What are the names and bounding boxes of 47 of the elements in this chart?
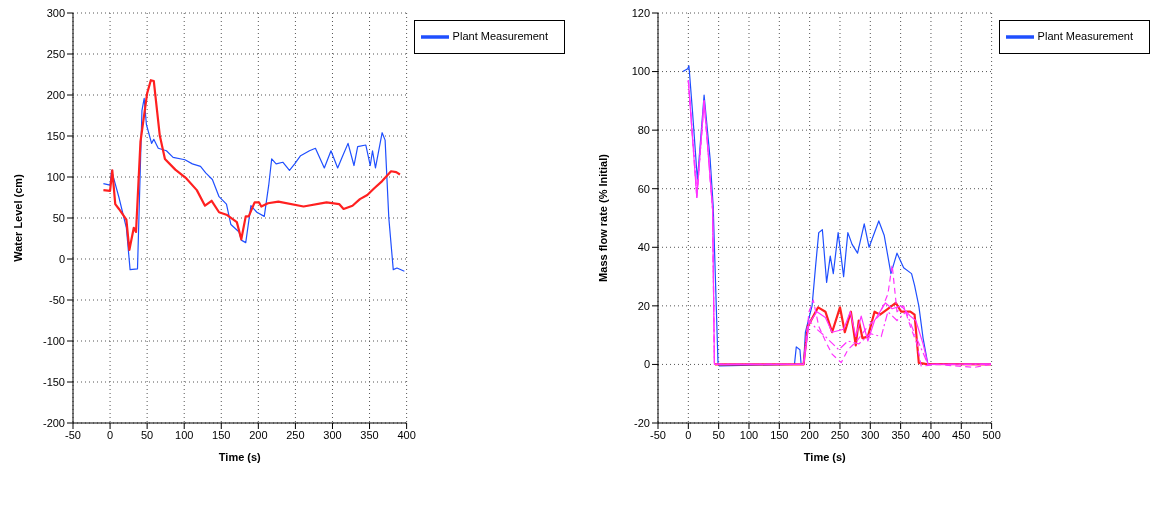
y-tick-label: 100 bbox=[46, 170, 65, 183]
y-tick-label: -50 bbox=[49, 293, 65, 306]
y-tick-label: -100 bbox=[42, 334, 65, 347]
y-tick-label: -20 bbox=[634, 416, 650, 429]
x-tick-label: 200 bbox=[249, 428, 268, 441]
y-tick-label: 250 bbox=[46, 47, 65, 60]
y-tick-label: 40 bbox=[637, 241, 650, 254]
y-tick-label: 200 bbox=[46, 88, 65, 101]
y-tick-label: 60 bbox=[637, 182, 650, 195]
x-tick-label: 350 bbox=[360, 428, 379, 441]
y-tick-label: 0 bbox=[58, 252, 65, 265]
x-tick-label: 50 bbox=[141, 428, 154, 441]
y-tick-label: -150 bbox=[42, 375, 65, 388]
x-axis-title: Time (s) bbox=[803, 451, 847, 463]
x-tick-label: 500 bbox=[982, 428, 1001, 441]
y-tick-label: 300 bbox=[46, 6, 65, 19]
x-tick-label: 50 bbox=[712, 428, 725, 441]
y-tick-label: 100 bbox=[631, 65, 650, 78]
x-tick-label: 100 bbox=[739, 428, 759, 441]
y-tick-label: -200 bbox=[42, 416, 65, 429]
x-tick-label: 0 bbox=[107, 428, 114, 441]
x-tick-label: 100 bbox=[175, 428, 194, 441]
y-axis-title: Mass flow rate (% Initial) bbox=[596, 153, 609, 282]
x-tick-label: 450 bbox=[952, 428, 971, 441]
x-tick-label: 150 bbox=[212, 428, 231, 441]
x-tick-label: 400 bbox=[397, 428, 416, 441]
legend-label: Plant Measurement bbox=[452, 29, 548, 42]
y-tick-label: 20 bbox=[637, 299, 650, 312]
x-tick-label: 300 bbox=[861, 428, 880, 441]
y-tick-label: 0 bbox=[643, 358, 650, 371]
x-tick-label: 250 bbox=[830, 428, 850, 441]
x-tick-label: 250 bbox=[286, 428, 305, 441]
x-tick-label: 200 bbox=[800, 428, 819, 441]
x-tick-label: 300 bbox=[323, 428, 342, 441]
x-tick-label: 0 bbox=[685, 428, 692, 441]
x-axis-title: Time (s) bbox=[218, 451, 262, 463]
x-tick-label: -50 bbox=[650, 428, 666, 441]
x-tick-label: 350 bbox=[891, 428, 910, 441]
x-tick-label: -50 bbox=[65, 428, 81, 441]
y-tick-label: 150 bbox=[46, 129, 65, 142]
x-tick-label: 400 bbox=[921, 428, 941, 441]
y-tick-label: 80 bbox=[637, 124, 650, 137]
y-axis-title: Water Level (cm) bbox=[11, 173, 24, 262]
y-tick-label: 50 bbox=[52, 211, 65, 224]
y-tick-label: 120 bbox=[631, 6, 650, 19]
legend-label: Plant Measurement bbox=[1037, 29, 1133, 42]
x-tick-label: 150 bbox=[770, 428, 789, 441]
